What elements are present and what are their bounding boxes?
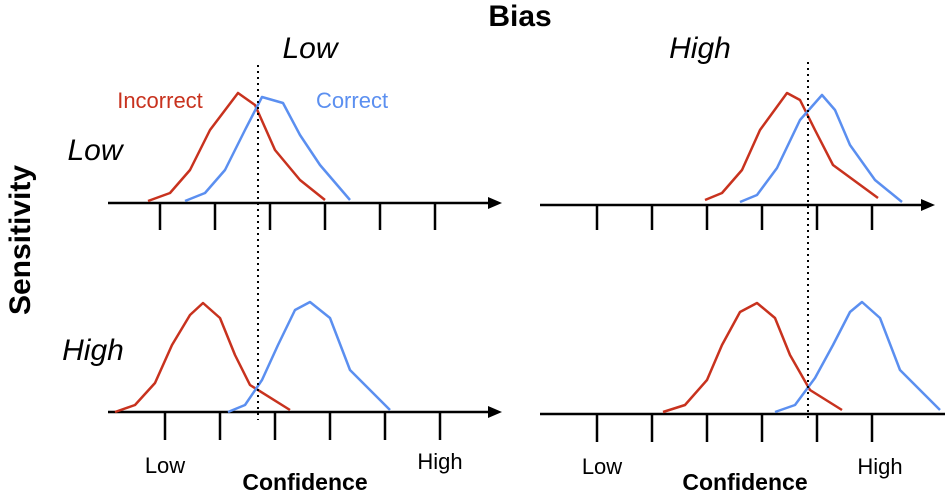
legend-correct: Correct <box>316 88 388 113</box>
axis-label: Confidence <box>682 469 807 495</box>
column-label: Low <box>282 32 339 65</box>
column-label: High <box>669 32 731 65</box>
panel <box>108 300 502 440</box>
axis-high: High <box>417 449 462 474</box>
axis-label: Confidence <box>242 469 367 495</box>
row-label: Low <box>67 134 124 167</box>
panel <box>540 91 935 230</box>
legend-incorrect: Incorrect <box>117 88 203 113</box>
axis-low: Low <box>582 454 622 479</box>
title: Bias <box>488 0 551 33</box>
row-axis-label: Sensitivity <box>4 165 37 315</box>
panel <box>540 300 945 442</box>
row-label: High <box>62 334 124 367</box>
panel <box>108 91 502 230</box>
axis-low: Low <box>145 453 185 478</box>
axis-high: High <box>857 454 902 479</box>
